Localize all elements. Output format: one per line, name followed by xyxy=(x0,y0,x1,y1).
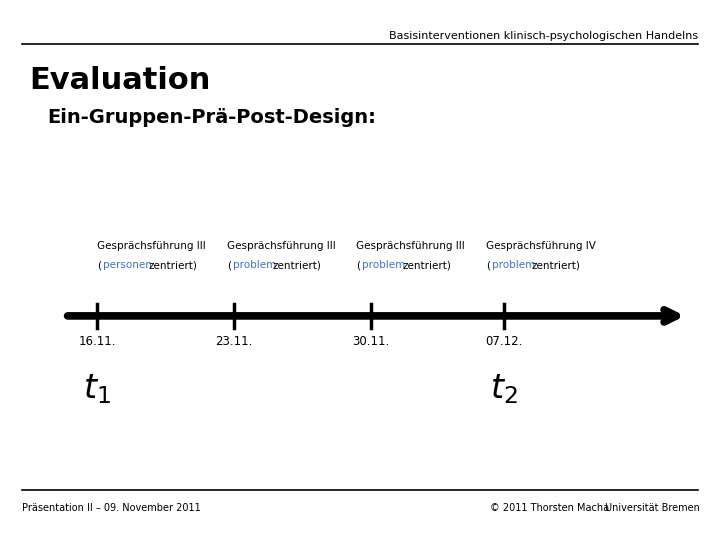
Text: Gesprächsführung IV: Gesprächsführung IV xyxy=(486,241,596,251)
Text: 23.11.: 23.11. xyxy=(215,335,253,348)
Text: zentriert): zentriert) xyxy=(273,260,322,270)
Text: 30.11.: 30.11. xyxy=(352,335,390,348)
Text: zentriert): zentriert) xyxy=(532,260,581,270)
Text: Ein-Gruppen-Prä-Post-Design:: Ein-Gruppen-Prä-Post-Design: xyxy=(47,108,376,127)
Text: 07.12.: 07.12. xyxy=(485,335,523,348)
Text: zentriert): zentriert) xyxy=(149,260,197,270)
Text: © 2011 Thorsten Macha: © 2011 Thorsten Macha xyxy=(490,503,608,514)
Text: Gesprächsführung III: Gesprächsführung III xyxy=(97,241,206,251)
Text: zentriert): zentriert) xyxy=(402,260,451,270)
Text: Basisinterventionen klinisch-psychologischen Handelns: Basisinterventionen klinisch-psychologis… xyxy=(390,31,698,42)
Text: problem: problem xyxy=(362,260,405,270)
Text: personen: personen xyxy=(103,260,152,270)
Text: $t_2$: $t_2$ xyxy=(490,373,518,406)
Text: Gesprächsführung III: Gesprächsführung III xyxy=(356,241,465,251)
Text: problem: problem xyxy=(233,260,276,270)
Text: (: ( xyxy=(486,260,490,270)
Text: $t_1$: $t_1$ xyxy=(84,373,111,406)
Text: (: ( xyxy=(227,260,231,270)
Text: Evaluation: Evaluation xyxy=(29,66,210,95)
Text: Präsentation II – 09. November 2011: Präsentation II – 09. November 2011 xyxy=(22,503,200,514)
Text: problem: problem xyxy=(492,260,535,270)
Text: Gesprächsführung III: Gesprächsführung III xyxy=(227,241,336,251)
Text: (: ( xyxy=(356,260,361,270)
Text: 16.11.: 16.11. xyxy=(78,335,116,348)
Text: Universität Bremen: Universität Bremen xyxy=(605,503,700,514)
Text: (: ( xyxy=(97,260,102,270)
